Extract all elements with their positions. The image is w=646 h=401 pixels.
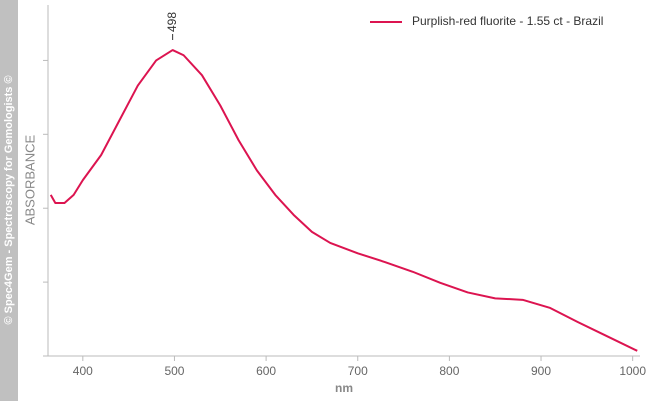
- x-tick-label: 800: [439, 364, 459, 378]
- x-axis-label: nm: [335, 381, 353, 395]
- x-tick-label: 900: [531, 364, 551, 378]
- x-tick-label: 1000: [619, 364, 646, 378]
- spectrum-line: [49, 49, 638, 352]
- watermark: © Spec4Gem - Spectroscopy for Gemologist…: [3, 75, 15, 324]
- x-tick-label: 700: [348, 364, 368, 378]
- x-tick-label: 400: [73, 364, 93, 378]
- side-strip: [0, 0, 18, 401]
- x-tick-label: 500: [164, 364, 184, 378]
- y-axis-label: ABSORBANCE: [22, 135, 37, 226]
- peak-label: 498: [165, 12, 179, 32]
- x-tick-label: 600: [256, 364, 276, 378]
- legend-label: Purplish-red fluorite - 1.55 ct - Brazil: [412, 14, 603, 28]
